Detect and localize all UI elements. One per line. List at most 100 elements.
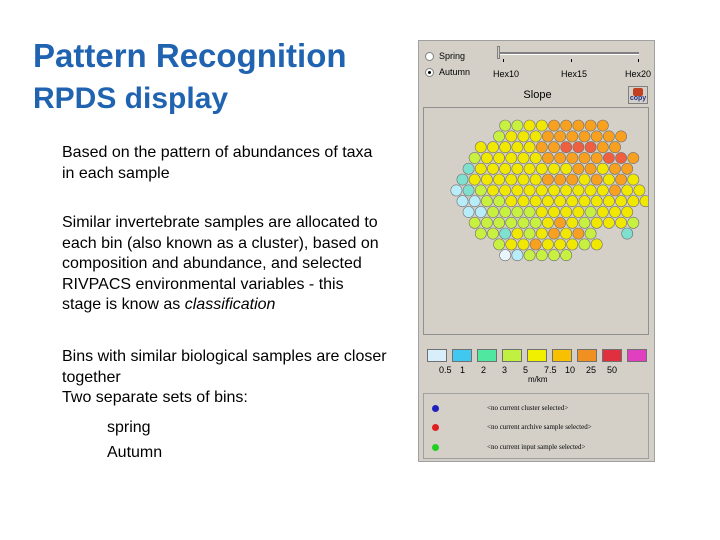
hex-bin[interactable] [578,173,591,186]
hex-bin[interactable] [621,184,634,197]
hex-bin[interactable] [529,238,542,251]
hex-bin[interactable] [468,195,481,208]
hex-bin[interactable] [590,130,603,143]
hex-bin[interactable] [596,206,609,218]
hex-bin[interactable] [548,119,560,132]
input-sample-row[interactable]: <no current input sample selected> [432,443,585,451]
hex-bin[interactable] [505,216,518,229]
hex-bin[interactable] [493,238,505,251]
hex-bin[interactable] [499,227,512,240]
hex-bin[interactable] [596,141,609,154]
hex-bin[interactable] [462,206,475,218]
hex-bin[interactable] [554,238,566,251]
hex-bin[interactable] [535,249,548,262]
hexagon-map-svg[interactable] [424,108,652,334]
hex-bin[interactable] [590,152,603,164]
hex-bin[interactable] [560,162,573,175]
hex-bin[interactable] [487,184,499,197]
hex-bin[interactable] [609,184,621,197]
archive-sample-row[interactable]: <no current archive sample selected> [432,423,592,431]
hex-bin[interactable] [505,152,518,164]
hex-bin[interactable] [584,227,597,240]
hex-bin[interactable] [511,249,524,262]
hex-bin[interactable] [602,130,615,143]
hex-bin[interactable] [456,173,469,186]
hex-bin[interactable] [615,195,627,208]
hex-bin[interactable] [462,184,475,197]
hex-bin[interactable] [596,119,609,132]
hex-bin[interactable] [554,173,566,186]
hex-bin[interactable] [584,141,597,154]
hex-bin[interactable] [584,184,597,197]
hex-bin[interactable] [542,216,554,229]
hex-bin[interactable] [474,227,487,240]
hex-bin[interactable] [474,184,487,197]
hex-bin[interactable] [517,216,530,229]
hex-bin[interactable] [542,173,554,186]
hex-bin[interactable] [560,119,573,132]
hex-bin[interactable] [511,162,524,175]
hex-bin[interactable] [542,195,554,208]
hex-bin[interactable] [487,227,499,240]
hex-bin[interactable] [578,130,591,143]
hex-bin[interactable] [523,119,536,132]
hex-bin[interactable] [523,162,536,175]
hex-bin[interactable] [523,249,536,262]
hex-bin[interactable] [481,173,493,186]
hex-bin[interactable] [517,152,530,164]
hex-bin[interactable] [493,216,505,229]
hex-bin[interactable] [596,162,609,175]
hex-bin[interactable] [517,130,530,143]
hex-bin[interactable] [621,227,634,240]
hex-bin[interactable] [535,206,548,218]
hex-bin[interactable] [548,227,560,240]
hex-bin[interactable] [499,162,512,175]
hex-bin[interactable] [633,184,646,197]
radio-spring-button[interactable] [425,52,434,62]
hex-bin[interactable] [590,216,603,229]
hex-bin[interactable] [517,173,530,186]
hex-bin[interactable] [511,227,524,240]
hex-bin[interactable] [493,152,505,164]
radio-autumn[interactable]: Autumn [425,67,470,78]
hex-bin[interactable] [481,195,493,208]
hex-bin[interactable] [566,173,579,186]
hex-bin[interactable] [487,162,499,175]
hex-bin[interactable] [481,216,493,229]
hex-bin[interactable] [560,227,573,240]
hex-bin[interactable] [535,141,548,154]
hex-bin[interactable] [474,141,487,154]
hex-bin[interactable] [474,206,487,218]
hex-bin[interactable] [590,238,603,251]
hex-bin[interactable] [578,152,591,164]
hex-bin[interactable] [517,238,530,251]
hex-bin[interactable] [627,195,640,208]
hex-bin[interactable] [548,184,560,197]
hex-bin[interactable] [511,206,524,218]
hex-bin[interactable] [560,206,573,218]
hex-bin[interactable] [535,162,548,175]
hex-bin[interactable] [578,216,591,229]
hex-bin[interactable] [487,206,499,218]
hex-bin[interactable] [529,216,542,229]
hex-bin[interactable] [499,184,512,197]
hex-bin[interactable] [474,162,487,175]
hex-bin[interactable] [627,216,640,229]
hex-bin[interactable] [523,206,536,218]
radio-spring[interactable]: Spring [425,51,465,62]
hex-bin[interactable] [572,206,585,218]
hex-bin[interactable] [505,130,518,143]
hex-bin[interactable] [542,130,554,143]
hex-bin[interactable] [523,184,536,197]
hex-bin[interactable] [566,238,579,251]
hex-bin[interactable] [493,195,505,208]
hex-bin[interactable] [615,152,627,164]
hex-bin[interactable] [602,152,615,164]
hex-bin[interactable] [462,162,475,175]
hex-bin[interactable] [493,130,505,143]
hex-size-slider-track[interactable] [499,52,639,55]
hex-bin[interactable] [481,152,493,164]
hex-bin[interactable] [511,141,524,154]
hex-bin[interactable] [590,173,603,186]
hex-bin[interactable] [493,173,505,186]
